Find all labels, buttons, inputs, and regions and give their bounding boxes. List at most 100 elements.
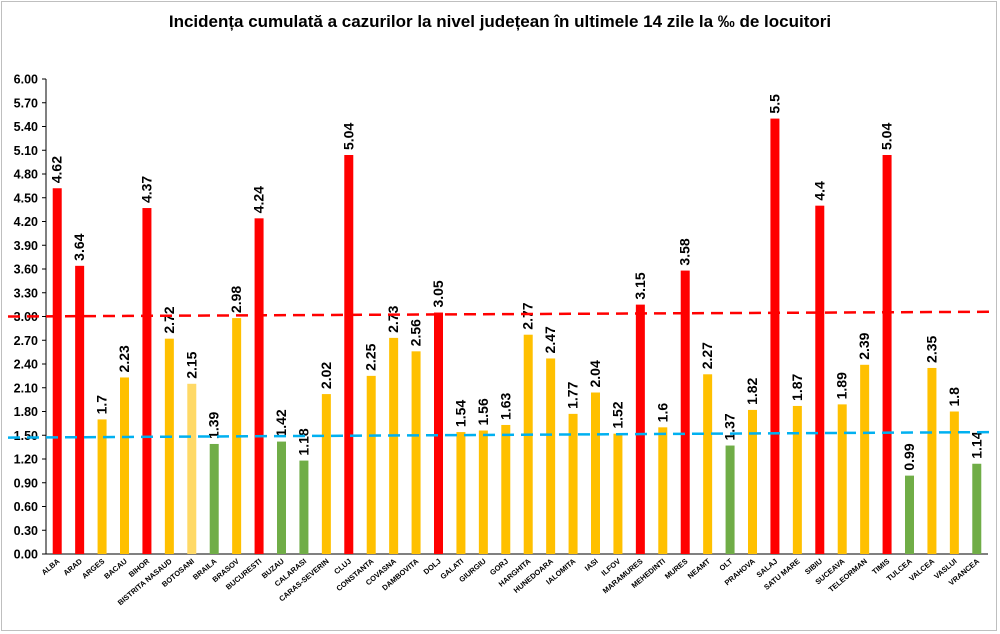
- bar: [277, 441, 286, 554]
- data-label: 3.05: [430, 280, 446, 307]
- data-label: 1.54: [452, 400, 468, 427]
- category-label: ALBA: [40, 556, 62, 577]
- bar: [882, 155, 892, 554]
- y-tick-label: 2.40: [14, 358, 38, 372]
- data-label: 2.72: [161, 306, 177, 333]
- data-label: 1.87: [789, 373, 805, 400]
- data-label: 1.42: [273, 409, 289, 436]
- y-tick-label: 4.80: [14, 168, 38, 182]
- bar: [635, 304, 645, 554]
- data-label: 2.73: [385, 305, 401, 332]
- bar: [478, 430, 488, 554]
- data-label: 2.56: [408, 319, 424, 346]
- bar: [97, 419, 107, 554]
- category-label: VALCEA: [907, 556, 936, 583]
- data-label: 4.62: [49, 156, 65, 183]
- bar: [434, 312, 443, 554]
- value-labels: 4.62 3.64 1.7 2.23 4.37 2.72 2.15 1.39 2.98 4.24 1…: [49, 94, 985, 471]
- data-label: 1.8: [946, 387, 962, 407]
- data-label: 2.23: [116, 345, 132, 372]
- y-tick-label: 5.10: [14, 144, 38, 158]
- bar: [568, 413, 578, 554]
- y-axis-ticks: 0.00 0.30 0.60 0.90 1.20 1.50 1.80 2.10 2.40 2.70…: [14, 73, 46, 562]
- data-label: 1.63: [497, 392, 513, 419]
- y-tick-label: 0.00: [14, 548, 38, 562]
- bar: [52, 188, 62, 554]
- y-tick-label: 6.00: [14, 73, 38, 87]
- bar: [299, 460, 309, 554]
- y-tick-label: 3.30: [14, 286, 38, 300]
- data-label: 2.77: [520, 302, 536, 329]
- bar: [501, 424, 511, 554]
- bar: [389, 337, 399, 554]
- category-label: ARGES: [80, 557, 106, 581]
- bar: [164, 338, 174, 554]
- data-label: 1.89: [834, 372, 850, 399]
- bar: [770, 118, 780, 554]
- data-label: 1.18: [295, 428, 311, 455]
- y-tick-label: 0.30: [14, 524, 38, 538]
- y-tick-label: 5.70: [14, 96, 38, 110]
- bar: [321, 394, 331, 554]
- data-label: 2.35: [923, 335, 939, 362]
- y-tick-label: 1.20: [14, 453, 38, 467]
- bar: [366, 375, 376, 554]
- y-tick-label: 1.80: [14, 405, 38, 419]
- threshold-lines: [7, 310, 997, 439]
- category-label: IASI: [583, 557, 600, 573]
- bar: [725, 445, 735, 554]
- data-label: 5.5: [766, 94, 782, 114]
- bar: [815, 205, 825, 554]
- bar: [927, 367, 937, 554]
- bar: [75, 265, 85, 554]
- category-label: BACAU: [102, 557, 129, 581]
- data-label: 4.4: [811, 181, 827, 201]
- data-label: 1.52: [609, 401, 625, 428]
- y-tick-label: 1.50: [14, 429, 38, 443]
- data-label: 2.02: [318, 362, 334, 389]
- data-label: 2.47: [542, 326, 558, 353]
- data-label: 3.15: [632, 272, 648, 299]
- y-tick-label: 4.20: [14, 215, 38, 229]
- bar: [411, 351, 421, 554]
- data-label: 1.14: [968, 431, 984, 458]
- data-label: 0.99: [901, 443, 917, 470]
- category-label: MURES: [663, 557, 690, 581]
- bar: [209, 443, 219, 554]
- y-tick-label: 4.50: [14, 191, 38, 205]
- data-label: 1.39: [206, 411, 222, 438]
- bar: [658, 427, 668, 554]
- bar: [949, 411, 959, 554]
- bar: [703, 374, 713, 554]
- data-label: 1.56: [475, 398, 491, 425]
- data-label: 3.58: [677, 238, 693, 265]
- bar: [792, 405, 802, 554]
- data-label: 5.04: [340, 123, 356, 150]
- category-label: NEAMT: [686, 556, 713, 580]
- bar: [120, 377, 129, 554]
- data-label: 1.37: [722, 413, 738, 440]
- data-label: 2.27: [699, 342, 715, 369]
- y-tick-label: 0.60: [14, 500, 38, 514]
- data-label: 2.15: [183, 351, 199, 378]
- y-tick-label: 2.70: [14, 334, 38, 348]
- bar: [142, 208, 152, 554]
- chart-title: Incidența cumulată a cazurilor la nivel …: [168, 12, 832, 31]
- data-label: 1.7: [94, 395, 110, 415]
- category-label: OLT: [718, 556, 735, 572]
- data-label: 3.64: [71, 233, 87, 260]
- data-label: 2.98: [228, 286, 244, 313]
- bar: [187, 383, 197, 554]
- data-label: 4.24: [251, 186, 267, 213]
- y-tick-label: 5.40: [14, 120, 38, 134]
- y-tick-label: 2.10: [14, 381, 38, 395]
- y-tick-label: 0.90: [14, 476, 38, 490]
- y-tick-label: 3.60: [14, 263, 38, 277]
- bars: [52, 118, 982, 555]
- bar: [523, 334, 533, 554]
- bar: [748, 409, 757, 554]
- data-label: 1.6: [654, 403, 670, 423]
- bar: [613, 433, 623, 554]
